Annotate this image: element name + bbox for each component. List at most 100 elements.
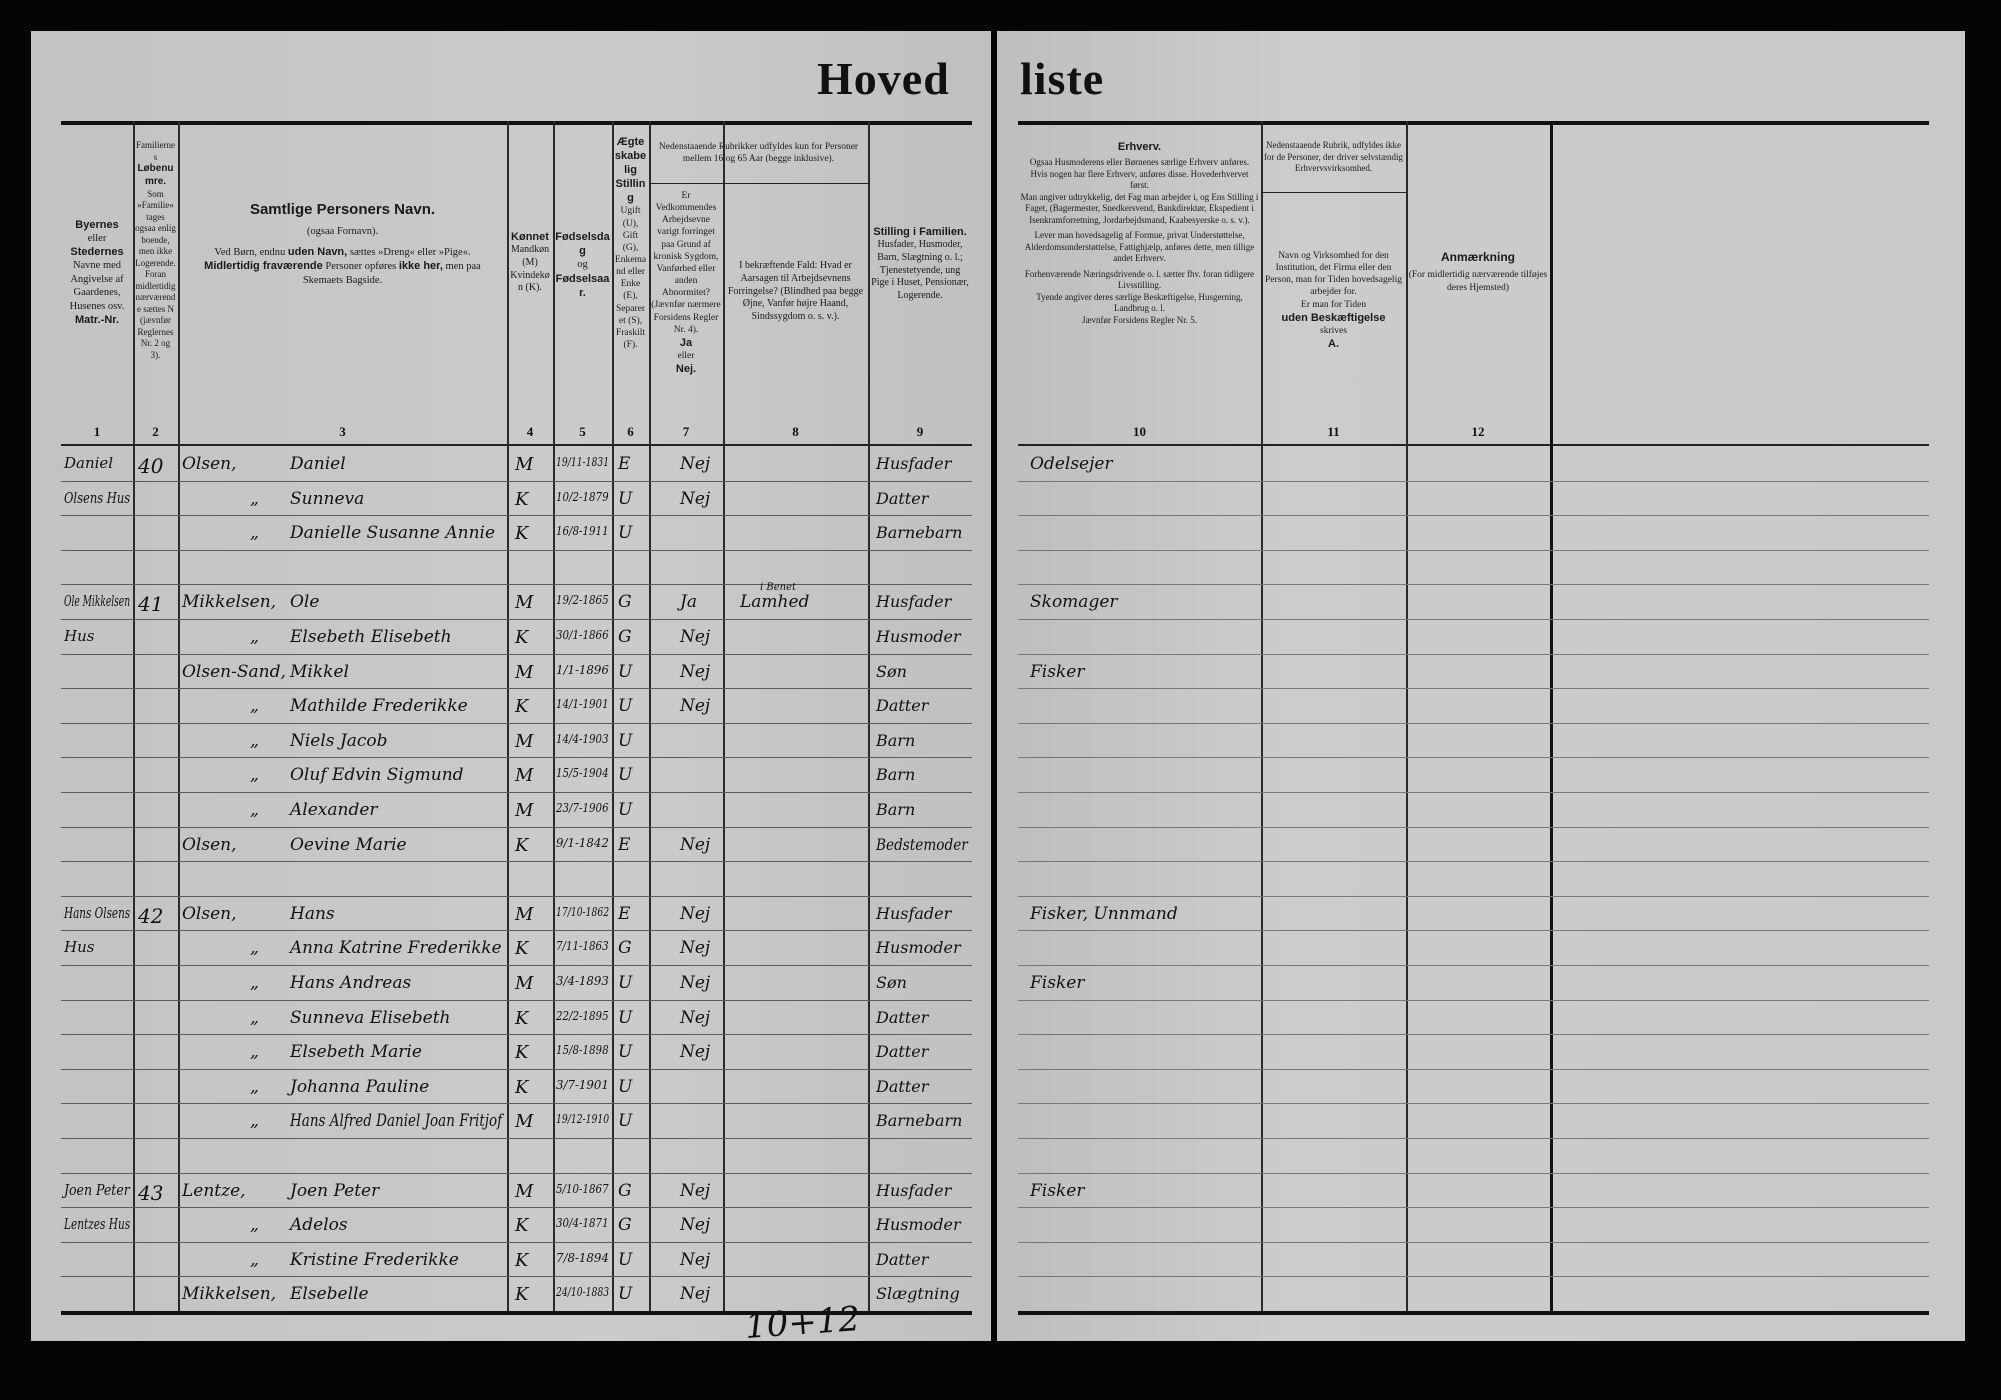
header-col5-text: og	[577, 259, 588, 271]
column-divider	[868, 121, 870, 1311]
cell-surname: Mikkelsen,	[182, 592, 277, 613]
cell-civil: U	[618, 1249, 633, 1270]
header-col5-bold1: Fødselsdag	[555, 231, 610, 258]
cell-sex: K	[515, 696, 529, 718]
cell-work: Nej	[680, 938, 711, 959]
cell-addr: Hus	[64, 938, 95, 957]
row-rule	[61, 1068, 972, 1070]
column-divider	[1550, 121, 1553, 1311]
cell-sex: K	[515, 627, 529, 648]
cell-role: Barnebarn	[876, 523, 963, 543]
header-bottom-rule	[61, 444, 972, 446]
cell-given: Hans	[290, 903, 335, 924]
cell-surname: „	[250, 730, 259, 751]
column-number-col2: 2	[152, 424, 159, 439]
cell-role: Husfader	[876, 592, 952, 612]
header-col3-line2c: sættes »Dreng« eller »Pige«.	[349, 246, 471, 258]
cell-occ: Fisker	[1030, 973, 1085, 993]
header-col11-main3: skrives	[1320, 325, 1347, 336]
cell-cause: Lamhed	[740, 592, 810, 613]
column-number-col11: 11	[1327, 424, 1340, 439]
header-col3: Samtlige Personers Navn. (ogsaa Fornavn)…	[178, 200, 507, 340]
cell-born: 22/2-1895	[556, 1008, 609, 1023]
title-hoved: Hoved	[817, 53, 950, 104]
cell-addr: Hans Olsens	[64, 903, 131, 922]
row-rule	[61, 653, 972, 655]
cell-work: Nej	[680, 488, 711, 509]
cell-born: 19/11-1831	[556, 455, 610, 469]
row-rule	[1018, 480, 1929, 482]
cell-surname: „	[250, 488, 259, 509]
header-col3-line3b: Personer opføres	[325, 261, 397, 273]
cell-civil: U	[618, 730, 633, 751]
row-rule	[1018, 930, 1929, 932]
header-col11-letter: A.	[1328, 338, 1339, 351]
cell-born: 15/8-1898	[556, 1043, 609, 1058]
cell-surname: Olsen-Sand,	[182, 661, 286, 682]
header-col2-bold1: Løbenumre.	[137, 163, 174, 187]
header-col10-p3: Man angiver udtrykkelig, det Fag man arb…	[1020, 191, 1259, 225]
cell-surname: Olsen,	[182, 834, 237, 855]
cell-civil: G	[618, 592, 632, 613]
cell-sex: K	[515, 488, 529, 510]
cell-role: Søn	[876, 661, 907, 681]
header-col2-text2: Som »Familie« tages ogsaa enlig boende, …	[135, 188, 176, 360]
header-col3-line3c: ikke her,	[398, 260, 443, 273]
row-rule	[61, 1276, 972, 1278]
cell-civil: E	[618, 454, 631, 474]
cell-sex: K	[515, 1076, 529, 1098]
row-rule	[61, 515, 972, 517]
row-rule	[61, 584, 972, 586]
cell-addr: Olsens Hus	[64, 488, 131, 507]
cell-born: 14/1-1901	[556, 697, 609, 712]
cell-addr: Joen Peter	[64, 1180, 130, 1199]
cell-given: Hans Alfred Daniel Joan Fritjof	[290, 1111, 503, 1132]
header-col9: Stilling i Familien. Husfader, Husmoder,…	[868, 225, 972, 335]
row-rule	[61, 757, 972, 759]
header-col6-text: Ugift (U), Gift (G), Enkemand eller Enke…	[614, 206, 647, 351]
header-col11-top: Nedenstaaende Rubrik, udfyldes ikke for …	[1263, 140, 1404, 174]
cell-sex: M	[515, 592, 534, 614]
cell-sex: M	[515, 800, 534, 821]
header-col1: Byernes eller Stedernes Navne med Angive…	[61, 125, 133, 420]
cell-given: Kristine Frederikke	[290, 1249, 459, 1270]
header-col10-p5: Forhenværende Næringsdrivende o. l. sætt…	[1024, 268, 1255, 291]
column-divider	[507, 121, 509, 1311]
header-col10-p6: Tyende angiver deres særlige Beskæftigel…	[1036, 291, 1243, 314]
cell-given: Mikkel	[290, 661, 349, 682]
cell-surname: Olsen,	[182, 903, 237, 924]
cell-addr: Hus	[64, 627, 95, 645]
column-number-col10: 10	[1133, 424, 1146, 439]
column-number-col1: 1	[93, 424, 101, 439]
cell-role: Barnebarn	[876, 1111, 963, 1131]
header-col12: Anmærkning (For midlertidig nærværende t…	[1406, 250, 1550, 310]
cell-born: 24/10-1883	[556, 1285, 610, 1300]
column-divider	[612, 121, 614, 1311]
cell-fam: 40	[138, 454, 164, 478]
cell-born: 7/11-1863	[556, 939, 609, 954]
row-rule	[1018, 619, 1929, 620]
cell-work: Nej	[680, 696, 711, 717]
row-rule	[61, 930, 972, 932]
cell-work: Nej	[680, 903, 711, 924]
header-col10-p1: Ogsaa Husmoderens eller Børnenes særlige…	[1029, 157, 1250, 168]
column-number-col6: 6	[627, 424, 634, 439]
cell-surname: Lentze,	[182, 1180, 246, 1201]
header-col3-line2: Ved Børn, endnu uden Navn, sættes »Dreng…	[214, 245, 470, 259]
row-rule	[1018, 653, 1929, 655]
cell-born: 3/7-1901	[556, 1077, 609, 1092]
row-rule	[1018, 1034, 1929, 1036]
header-col5: Fødselsdag og Fødselsaar.	[553, 230, 612, 320]
cell-work: Ja	[680, 592, 697, 613]
cell-given: Anna Katrine Frederikke	[290, 938, 502, 959]
cell-role: Datter	[876, 488, 929, 508]
cell-civil: U	[618, 1007, 633, 1028]
cell-born: 30/1-1866	[556, 628, 609, 642]
header-col4-bold: Kønnet	[511, 231, 549, 243]
header-col1-bold1: Byernes	[75, 218, 119, 231]
cell-work: Nej	[680, 1042, 711, 1063]
cell-work: Nej	[680, 1284, 711, 1305]
cell-born: 9/1-1842	[556, 835, 609, 850]
cell-sex: M	[515, 1111, 534, 1133]
cell-given: Danielle Susanne Annie	[290, 523, 496, 544]
